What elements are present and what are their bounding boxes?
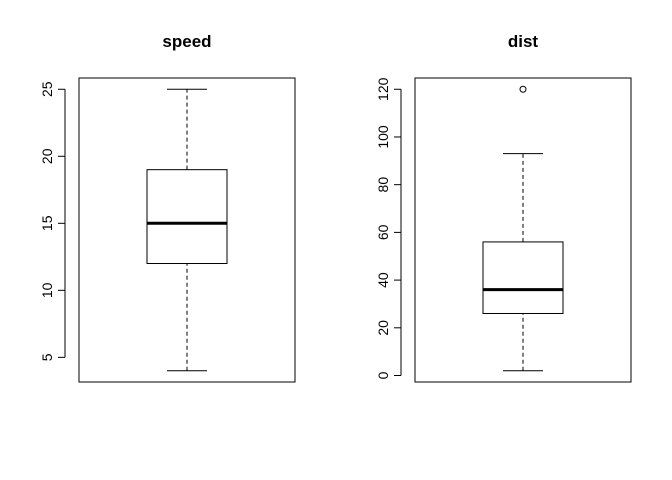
y-tick-label: 15 (39, 215, 55, 231)
iqr-box (482, 241, 564, 314)
plot-frame (414, 77, 632, 383)
y-tick-label: 120 (375, 77, 391, 101)
y-tick-label: 20 (375, 320, 391, 336)
y-tick-label: 60 (375, 224, 391, 240)
y-tick-label: 40 (375, 272, 391, 288)
chart-title: dist (508, 32, 539, 51)
y-tick-label: 25 (39, 81, 55, 97)
iqr-box (146, 169, 228, 265)
y-tick-label: 80 (375, 177, 391, 193)
chart-title: speed (162, 32, 211, 51)
y-tick-label: 0 (375, 371, 391, 379)
plot-frame (78, 77, 296, 383)
dist-panel: dist 0 20 40 60 80 100 120 (375, 32, 632, 383)
y-tick-label: 5 (39, 353, 55, 361)
y-tick-label: 20 (39, 148, 55, 164)
outlier-point (519, 85, 527, 93)
y-tick-label: 10 (39, 282, 55, 298)
speed-panel: speed 5 10 15 20 25 (39, 32, 296, 383)
y-tick-label: 100 (375, 125, 391, 149)
